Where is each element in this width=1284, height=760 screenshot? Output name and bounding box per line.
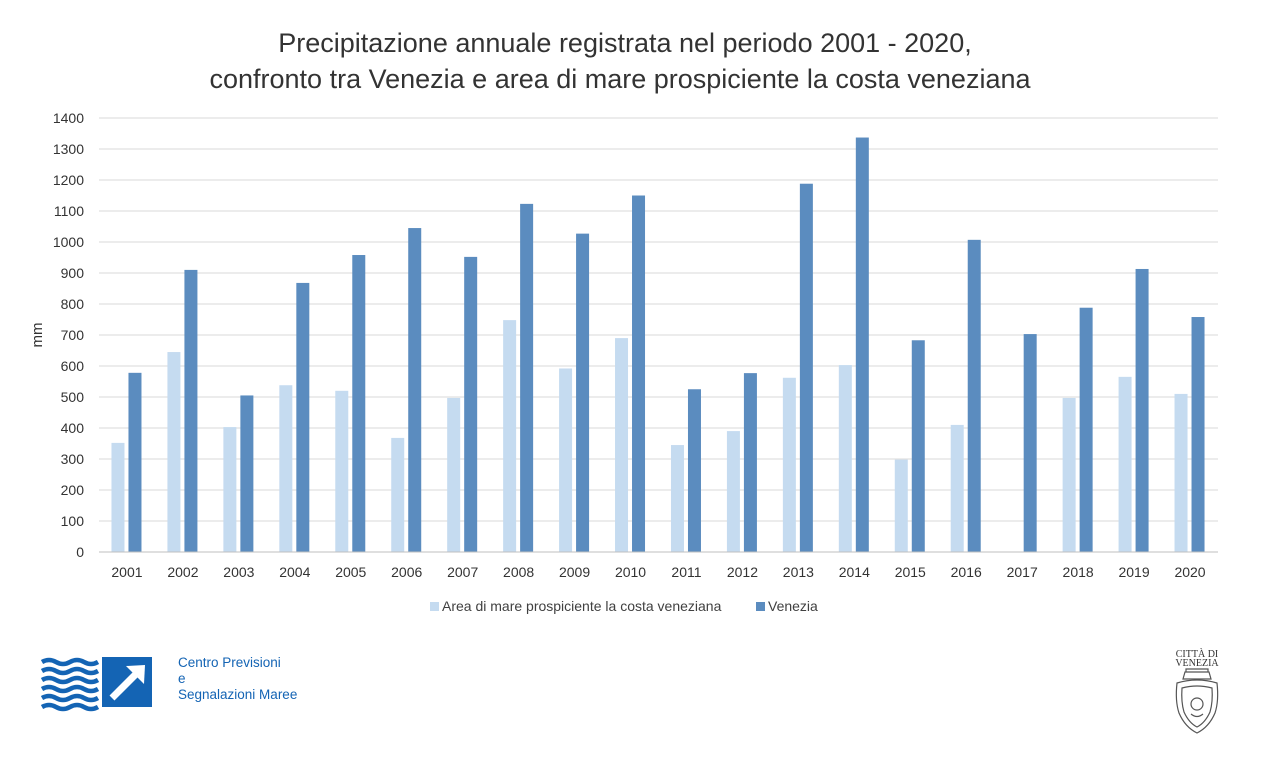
bar-venezia-2008 xyxy=(520,203,534,552)
y-tick-label: 1400 xyxy=(53,110,84,126)
venice-coat-of-arms-icon xyxy=(1175,668,1219,734)
bar-venezia-2004 xyxy=(296,282,310,552)
cpsm-logo-line-1: Centro Previsioni xyxy=(178,655,281,670)
y-tick-label: 100 xyxy=(61,513,85,529)
bar-venezia-2015 xyxy=(911,340,925,552)
gridlines xyxy=(99,117,1218,522)
x-tick-label: 2009 xyxy=(559,564,590,580)
bar-venezia-2006 xyxy=(408,228,422,553)
bar-venezia-2002 xyxy=(184,269,198,552)
bar-area-2004 xyxy=(279,385,293,552)
bar-venezia-2019 xyxy=(1135,268,1149,552)
bar-area-2010 xyxy=(615,338,629,552)
x-tick-label: 2002 xyxy=(167,564,198,580)
bar-area-2003 xyxy=(223,427,237,552)
bar-area-2009 xyxy=(559,368,573,552)
x-tick-label: 2012 xyxy=(727,564,758,580)
x-tick-label: 2016 xyxy=(951,564,982,580)
legend-swatch-mare xyxy=(430,602,439,611)
bar-venezia-2011 xyxy=(687,389,701,552)
x-tick-label: 2017 xyxy=(1007,564,1038,580)
x-tick-label: 2003 xyxy=(223,564,254,580)
bar-venezia-2005 xyxy=(352,255,366,552)
y-tick-label: 500 xyxy=(61,389,85,405)
bar-area-2005 xyxy=(335,390,349,552)
chart-title: Precipitazione annuale registrata nel pe… xyxy=(210,28,1032,94)
bar-area-2007 xyxy=(447,397,461,552)
bar-venezia-2018 xyxy=(1079,307,1093,552)
y-axis-label: mm xyxy=(29,323,46,348)
bar-area-2018 xyxy=(1062,397,1076,552)
y-tick-label: 1300 xyxy=(53,141,84,157)
chart-title-line-2: confronto tra Venezia e area di mare pro… xyxy=(210,64,1032,94)
y-axis-ticks: 0 100 200 300 400 500 600 700 800 900 1000 1100 1200… xyxy=(53,110,84,560)
x-tick-label: 2014 xyxy=(839,564,870,580)
legend: Area di mare prospiciente la costa venez… xyxy=(430,598,818,614)
x-tick-label: 2006 xyxy=(391,564,422,580)
y-tick-label: 700 xyxy=(61,327,85,343)
bar-venezia-2016 xyxy=(967,239,981,552)
bar-area-2014 xyxy=(838,365,852,552)
x-tick-label: 2005 xyxy=(335,564,366,580)
wave-arrow-logo-icon xyxy=(40,657,152,712)
bar-venezia-2007 xyxy=(464,256,478,552)
x-tick-label: 2015 xyxy=(895,564,926,580)
y-tick-label: 900 xyxy=(61,265,85,281)
cpsm-logo: Centro Previsioni e Segnalazioni Maree xyxy=(40,655,297,712)
x-tick-label: 2019 xyxy=(1118,564,1149,580)
bar-venezia-2020 xyxy=(1191,317,1205,552)
x-tick-label: 2020 xyxy=(1174,564,1205,580)
bar-venezia-2014 xyxy=(855,137,869,552)
citta-di-venezia-logo: CITTÀ DI VENEZIA xyxy=(1175,648,1219,734)
chart-title-line-1: Precipitazione annuale registrata nel pe… xyxy=(278,28,971,58)
bar-area-2019 xyxy=(1118,376,1132,552)
bar-area-2001 xyxy=(111,442,125,552)
bar-area-2013 xyxy=(782,377,796,552)
bar-venezia-2017 xyxy=(1023,334,1037,552)
bar-area-2015 xyxy=(894,459,908,552)
bar-area-2006 xyxy=(391,437,405,552)
bar-venezia-2003 xyxy=(240,395,254,552)
y-tick-label: 1000 xyxy=(53,234,84,250)
bar-venezia-2013 xyxy=(799,183,813,552)
y-tick-label: 300 xyxy=(61,451,85,467)
bar-area-2011 xyxy=(670,445,684,552)
bar-area-2008 xyxy=(503,320,517,552)
bar-area-2020 xyxy=(1174,393,1188,552)
bar-venezia-2001 xyxy=(128,372,142,552)
bar-venezia-2010 xyxy=(632,195,646,552)
x-tick-label: 2018 xyxy=(1063,564,1094,580)
y-tick-label: 400 xyxy=(61,420,85,436)
y-tick-label: 1200 xyxy=(53,172,84,188)
bar-area-2012 xyxy=(726,431,740,552)
x-tick-label: 2011 xyxy=(671,564,701,580)
cpsm-logo-line-3: Segnalazioni Maree xyxy=(178,687,297,702)
y-tick-label: 1100 xyxy=(54,203,84,219)
x-tick-label: 2001 xyxy=(111,564,142,580)
legend-label-venezia: Venezia xyxy=(768,598,818,614)
y-tick-label: 800 xyxy=(61,296,85,312)
bars xyxy=(111,137,1205,553)
legend-label-mare: Area di mare prospiciente la costa venez… xyxy=(442,598,722,614)
y-tick-label: 600 xyxy=(61,358,85,374)
x-axis-ticks: 2001 2002 2003 2004 2005 2006 2007 2008 2009 2010… xyxy=(111,564,1205,580)
bar-venezia-2009 xyxy=(576,233,590,552)
x-tick-label: 2007 xyxy=(447,564,478,580)
y-tick-label: 0 xyxy=(76,544,84,560)
x-tick-label: 2004 xyxy=(279,564,310,580)
citta-logo-line-2: VENEZIA xyxy=(1175,658,1219,669)
bar-area-2002 xyxy=(167,352,181,552)
x-tick-label: 2013 xyxy=(783,564,814,580)
x-tick-label: 2008 xyxy=(503,564,534,580)
cpsm-logo-line-2: e xyxy=(178,671,186,686)
bar-venezia-2012 xyxy=(743,373,757,552)
legend-swatch-venezia xyxy=(756,602,765,611)
citta-logo-line-1: CITTÀ DI xyxy=(1176,648,1219,660)
x-tick-label: 2010 xyxy=(615,564,646,580)
y-tick-label: 200 xyxy=(61,482,85,498)
bar-area-2016 xyxy=(950,424,964,552)
